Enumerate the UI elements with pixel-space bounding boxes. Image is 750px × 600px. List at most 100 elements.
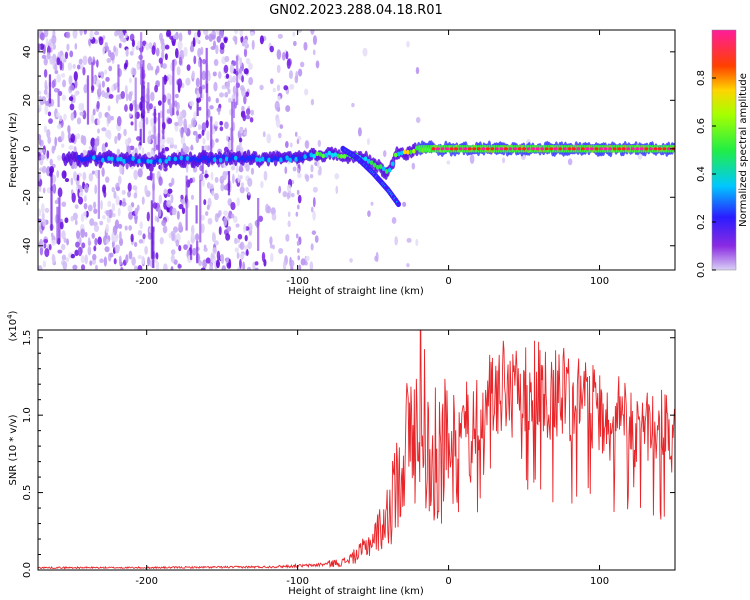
spectrogram-noise-cell xyxy=(70,133,75,143)
spectrogram-noise-cell xyxy=(97,236,102,246)
spectrogram-x-tick-label: -100 xyxy=(286,276,309,287)
spectrogram-noise-cell xyxy=(111,186,115,193)
spectrogram-noise-cell xyxy=(176,109,180,116)
spectrogram-ridge-band xyxy=(429,145,432,153)
spectrogram-noise-cell xyxy=(285,140,289,149)
spectrogram-noise-cell xyxy=(62,79,67,88)
spectrogram-noise-cell xyxy=(171,207,177,216)
spectrogram-ridge-peak xyxy=(558,147,563,151)
spectrogram-ridge-cell xyxy=(221,154,226,160)
spectrogram-noise-cell xyxy=(237,174,241,184)
spectrogram-ridge-cell xyxy=(170,156,175,162)
spectrogram-noise-cell xyxy=(70,215,75,222)
spectrogram-noise-cell xyxy=(101,127,107,132)
spectrogram-ridge-band xyxy=(418,145,421,153)
spectrogram-ridge-cell xyxy=(122,159,126,164)
spectrogram-ridge-cell xyxy=(215,154,220,160)
spectrogram-noise-cell xyxy=(227,88,231,94)
spectrogram-noise-cell xyxy=(82,110,87,120)
spectrogram-noise-cell xyxy=(49,158,53,166)
spectrogram-y-axis-label: Frequency (Hz) xyxy=(8,112,19,188)
spectrogram-noise-cell xyxy=(124,32,128,39)
spectrogram-noise-cell xyxy=(178,245,182,252)
spectrogram-ridge-peak xyxy=(440,147,445,151)
spectrogram-noise-cell xyxy=(76,174,80,181)
snr-y-ticks: 0.0 0.5 1.0 1.5 xyxy=(22,330,675,578)
spectrogram-ridge-cell xyxy=(125,158,129,164)
spectrogram-noise-cell xyxy=(201,129,205,136)
spectrogram-noise-cell xyxy=(133,192,138,199)
spectrogram-noise-cell xyxy=(82,66,86,76)
spectrogram-noise-cell xyxy=(415,238,419,247)
spectrogram-noise-cell xyxy=(110,115,114,121)
spectrogram-noise-cell xyxy=(155,47,160,57)
spectrogram-noise-cell xyxy=(218,209,222,217)
spectrogram-noise-cell xyxy=(310,98,315,106)
spectrogram-noise-cell xyxy=(81,102,85,112)
spectrogram-noise-cell xyxy=(69,50,74,58)
spectrogram-noise-cell xyxy=(162,225,168,234)
spectrogram-noise-cell xyxy=(269,45,274,53)
spectrogram-noise-cell xyxy=(87,204,93,212)
spectrogram-noise-cell xyxy=(124,138,129,145)
spectrogram-noise-cell xyxy=(82,135,87,146)
spectrogram-noise-cell xyxy=(137,229,143,236)
spectrogram-ridge-cell xyxy=(203,155,208,161)
spectrogram-noise-cell xyxy=(65,31,71,39)
spectrogram-noise-cell xyxy=(108,65,113,72)
spectrogram-noise-cell xyxy=(232,75,237,83)
spectrogram-noise-cell xyxy=(287,211,291,218)
spectrogram-y-tick-label: 20 xyxy=(22,94,33,107)
spectrogram-noise-cell xyxy=(203,30,209,36)
spectrogram-ridge-cell xyxy=(155,158,160,163)
spectrogram-noise-cell xyxy=(68,96,74,102)
spectrogram-ridge-cell xyxy=(116,156,120,162)
colorbar-label: Normalized spectral amplitude xyxy=(738,73,749,227)
spectrogram-streak xyxy=(195,205,198,224)
spectrogram-noise-cell xyxy=(129,77,132,84)
spectrogram-noise-cell xyxy=(274,100,280,111)
spectrogram-noise-cell xyxy=(131,256,136,266)
spectrogram-streak xyxy=(231,101,234,157)
spectrogram-noise-cell xyxy=(38,151,41,157)
spectrogram-noise-cell xyxy=(185,164,189,173)
spectrogram-noise-cell xyxy=(51,239,57,246)
spectrogram-ridge-peak xyxy=(653,147,658,151)
spectrogram-ridge-cell xyxy=(288,157,292,163)
spectrogram-noise-cell xyxy=(157,207,162,218)
spectrogram-noise-cell xyxy=(197,133,202,139)
spectrogram-noise-cell xyxy=(40,203,45,214)
spectrogram-ridge-peak xyxy=(621,147,626,151)
spectrogram-noise-cell xyxy=(89,30,94,40)
spectrogram-noise-cell xyxy=(111,203,116,212)
spectrogram-noise-cell xyxy=(61,254,67,261)
spectrogram-noise-cell xyxy=(200,267,206,270)
spectrogram-noise-cell xyxy=(204,35,210,40)
spectrogram-streak xyxy=(153,106,156,152)
spectrogram-ridge-cell xyxy=(167,156,172,162)
spectrogram-noise-cell xyxy=(74,42,78,50)
spectrogram-noise-cell xyxy=(226,135,229,142)
spectrogram-streak xyxy=(206,83,209,120)
spectrogram-streak xyxy=(236,55,239,105)
spectrogram-noise-cell xyxy=(70,177,74,186)
spectrogram-noise-cell xyxy=(225,73,230,79)
spectrogram-noise-cell xyxy=(111,84,115,92)
spectrogram-noise-cell xyxy=(150,91,155,102)
spectrogram-noise-cell xyxy=(116,148,121,156)
spectrogram-noise-cell xyxy=(44,79,48,90)
spectrogram-ridge-cell xyxy=(158,158,163,164)
spectrogram-noise-cell xyxy=(191,247,197,256)
spectrogram-noise-cell xyxy=(146,211,150,222)
spectrogram-noise-cell xyxy=(107,200,112,208)
spectrogram-ridge-cell xyxy=(264,156,268,161)
spectrogram-noise-cell xyxy=(260,180,264,189)
spectrogram-ridge-cell xyxy=(393,152,398,158)
spectrogram-noise-cell xyxy=(271,213,277,221)
spectrogram-noise-cell xyxy=(150,117,154,128)
spectrogram-ridge-cell xyxy=(79,157,84,163)
spectrogram-noise-cell xyxy=(156,216,160,223)
spectrogram-ridge-cell xyxy=(366,158,371,164)
spectrogram-noise-cell xyxy=(178,56,183,66)
spectrogram-ridge-cell xyxy=(390,161,395,167)
